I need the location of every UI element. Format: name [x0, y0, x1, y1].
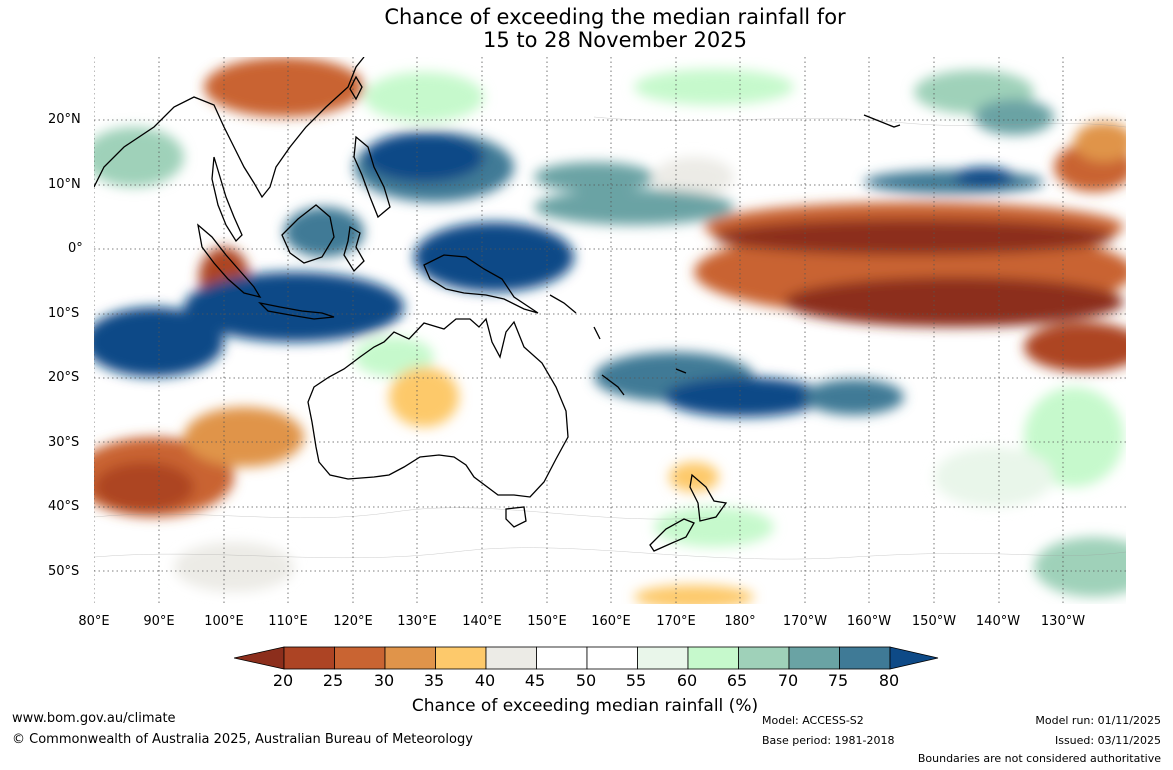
malay-peninsula-coast [211, 156, 243, 243]
coastlines [94, 57, 901, 552]
sulawesi-coast [343, 225, 365, 273]
asia-mainland-coast [94, 57, 365, 199]
colorbar-segment-70-75 [788, 646, 840, 670]
colorbar-tick-75: 75 [827, 671, 849, 690]
contour-lines [94, 116, 1126, 560]
colorbar-tick-65: 65 [726, 671, 748, 690]
lat-label-40s: 40°S [48, 499, 80, 514]
lon-label-140e: 140°E [462, 614, 502, 629]
hawaii-islands [863, 114, 901, 128]
lat-label-10s: 10°S [48, 306, 80, 321]
new-zealand-south [649, 518, 695, 552]
colorbar-tick-55: 55 [625, 671, 647, 690]
colorbar-segment-65-70 [738, 646, 790, 670]
colorbar-tick-20: 20 [272, 671, 294, 690]
colorbar-segment-45-50 [536, 646, 588, 670]
lon-label-100e: 100°E [204, 614, 244, 629]
colorbar-arrow-left [234, 646, 285, 670]
new-zealand-north [689, 473, 728, 522]
vanuatu-islands [593, 326, 601, 340]
australia-coast [307, 317, 569, 498]
model-text: Model: ACCESS-S2 [762, 714, 864, 727]
map-svg [94, 57, 1126, 604]
lon-label-180: 180° [724, 614, 756, 629]
taiwan-coast [349, 75, 363, 101]
solomon-islands [549, 294, 577, 314]
java-coast [258, 301, 335, 320]
colorbar-segment-30-35 [384, 646, 436, 670]
lat-label-20s: 20°S [48, 370, 80, 385]
lon-label-130e: 130°E [397, 614, 437, 629]
website-link[interactable]: www.bom.gov.au/climate [12, 711, 176, 726]
rainfall-map [94, 57, 1126, 604]
new-guinea-coast [423, 254, 539, 314]
lon-label-170e: 170°E [656, 614, 696, 629]
colorbar-segment-55-60 [637, 646, 689, 670]
lon-label-80e: 80°E [78, 614, 110, 629]
fiji-islands [675, 368, 687, 374]
sumatra-coast [197, 223, 262, 299]
colorbar-tick-60: 60 [676, 671, 698, 690]
lon-label-160w: 160°W [846, 614, 892, 629]
colorbar-tick-40: 40 [474, 671, 496, 690]
map-title-line1: Chance of exceeding the median rainfall … [384, 5, 846, 29]
lon-label-160e: 160°E [591, 614, 631, 629]
tasmania-coast [505, 506, 527, 528]
lat-label-0: 0° [68, 241, 83, 256]
new-caledonia [601, 374, 625, 396]
lon-label-120e: 120°E [333, 614, 373, 629]
issued-text: Issued: 03/11/2025 [1054, 734, 1161, 747]
colorbar-arrow-right [889, 646, 939, 670]
disclaimer-text: Boundaries are not considered authoritat… [917, 752, 1161, 765]
colorbar-tick-35: 35 [423, 671, 445, 690]
colorbar-tick-45: 45 [524, 671, 546, 690]
lat-label-50s: 50°S [48, 564, 80, 579]
colorbar-title: Chance of exceeding median rainfall (%) [411, 696, 759, 716]
lon-label-110e: 110°E [268, 614, 308, 629]
colorbar-segment-25-30 [334, 646, 386, 670]
colorbar-tick-50: 50 [575, 671, 597, 690]
philippines-coast [353, 135, 391, 219]
copyright-text: © Commonwealth of Australia 2025, Austra… [12, 732, 473, 747]
model-run-text: Model run: 01/11/2025 [1035, 714, 1161, 727]
colorbar-segment-40-45 [485, 646, 537, 670]
colorbar [234, 646, 939, 670]
lat-label-10n: 10°N [48, 177, 81, 192]
colorbar-segment-60-65 [687, 646, 739, 670]
lon-label-150e: 150°E [527, 614, 567, 629]
graticule [94, 57, 1126, 604]
colorbar-segment-35-40 [435, 646, 487, 670]
lat-label-20n: 20°N [48, 112, 81, 127]
lon-label-140w: 140°W [975, 614, 1021, 629]
colorbar-segment-20-25 [283, 646, 335, 670]
lon-label-90e: 90°E [143, 614, 175, 629]
lon-label-130w: 130°W [1040, 614, 1086, 629]
colorbar-tick-30: 30 [373, 671, 395, 690]
colorbar-tick-80: 80 [878, 671, 900, 690]
base-period-text: Base period: 1981-2018 [762, 734, 895, 747]
lon-label-170w: 170°W [782, 614, 828, 629]
colorbar-segment-75-80 [839, 646, 891, 670]
colorbar-tick-25: 25 [322, 671, 344, 690]
map-title-line2: 15 to 28 November 2025 [483, 28, 747, 52]
lat-label-30s: 30°S [48, 435, 80, 450]
borneo-coast [281, 204, 335, 264]
lon-label-150w: 150°W [911, 614, 957, 629]
colorbar-tick-70: 70 [777, 671, 799, 690]
rainfall-field [94, 57, 1126, 604]
colorbar-segment-50-55 [586, 646, 638, 670]
